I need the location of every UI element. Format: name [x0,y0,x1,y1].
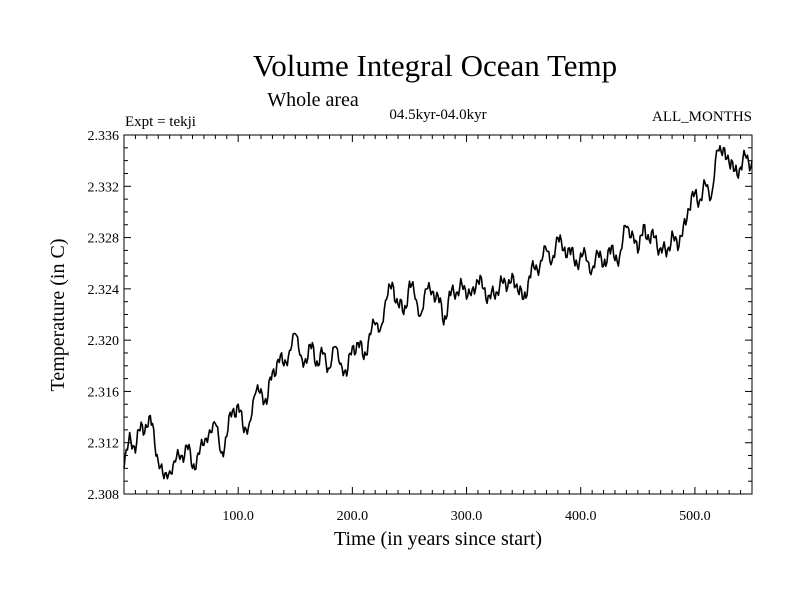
chart-title: Volume Integral Ocean Temp [253,48,617,83]
x-axis-label: Time (in years since start) [334,528,542,550]
y-tick-label: 2.312 [88,437,120,452]
x-tick-label: 500.0 [679,509,711,524]
months-label: ALL_MONTHS [652,109,752,125]
y-axis-label: Temperature (in C) [47,239,69,392]
y-tick-label: 2.320 [88,334,120,349]
x-axis-ticks: 100.0 200.0 300.0 400.0 500.0 [123,135,753,524]
y-tick-label: 2.308 [88,488,120,503]
x-tick-label: 200.0 [337,509,369,524]
expt-label: Expt = tekji [125,114,196,130]
series-line [123,145,753,480]
x-tick-label: 300.0 [451,509,483,524]
period-label: 04.5kyr-04.0kyr [389,107,486,123]
y-axis-ticks: 2.308 2.312 2.316 2.320 2.324 2.328 2.332 2.336 [88,129,752,503]
chart-subtitle: Whole area [267,89,359,111]
x-tick-label: 100.0 [222,509,254,524]
y-tick-label: 2.316 [88,385,120,400]
y-tick-label: 2.336 [88,129,120,144]
y-tick-label: 2.328 [88,232,120,247]
y-tick-label: 2.332 [88,180,120,195]
y-tick-label: 2.324 [88,283,120,298]
series-layer [123,145,753,480]
x-tick-label: 400.0 [565,509,597,524]
